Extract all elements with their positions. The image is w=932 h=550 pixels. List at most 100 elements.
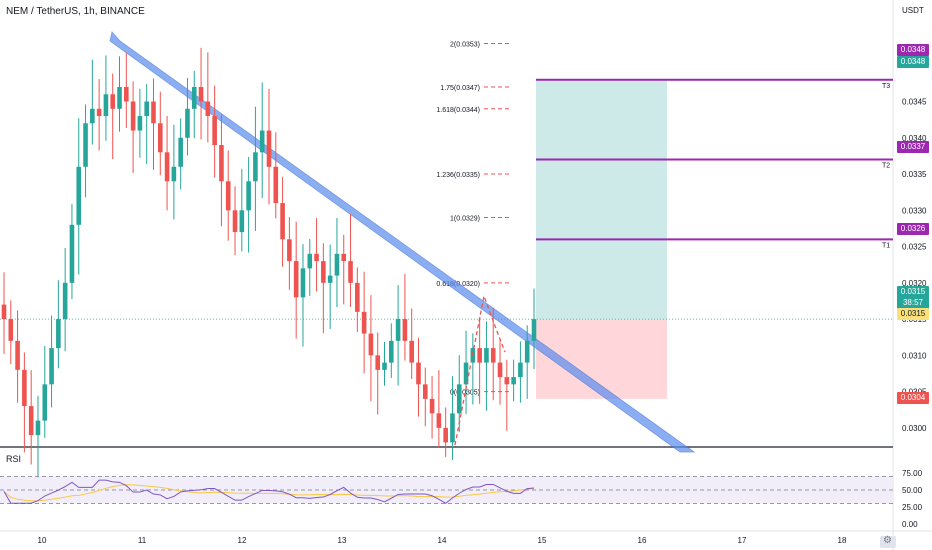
candle-body bbox=[484, 348, 489, 363]
candle-body bbox=[239, 210, 245, 233]
candle-body bbox=[62, 282, 68, 320]
fib-label: 2(0.0353) bbox=[450, 42, 480, 49]
candle-body bbox=[110, 94, 116, 109]
profit-zone bbox=[536, 79, 667, 320]
candle-body bbox=[42, 384, 48, 421]
candle-body bbox=[477, 348, 482, 363]
rsi-ma-line bbox=[3, 484, 535, 502]
candle-body bbox=[375, 355, 381, 370]
candle-body bbox=[144, 101, 149, 117]
candle-body bbox=[49, 348, 54, 385]
candle-body bbox=[355, 282, 360, 312]
candle-body bbox=[389, 340, 394, 363]
candle-body bbox=[416, 362, 421, 385]
candle-body bbox=[395, 319, 401, 341]
candle-body bbox=[307, 253, 313, 269]
fib-label: 1.75(0.0347) bbox=[440, 85, 480, 92]
candle-body bbox=[191, 87, 197, 109]
time-tick-label: 12 bbox=[238, 536, 247, 545]
rsi-tick-label: 25.00 bbox=[902, 503, 923, 512]
time-tick-label: 11 bbox=[138, 536, 147, 545]
candle-body bbox=[518, 362, 523, 378]
time-tick-label: 13 bbox=[338, 536, 347, 545]
candle-body bbox=[137, 116, 143, 131]
candle-body bbox=[117, 87, 122, 109]
tag-t3-price-alt: 0.0348 bbox=[897, 56, 929, 68]
candle-body bbox=[1, 304, 7, 320]
last-price-tag: 0.0315 bbox=[897, 286, 929, 298]
candle-body bbox=[164, 152, 170, 182]
candle-body bbox=[456, 384, 462, 414]
target-label-t3: T3 bbox=[882, 83, 890, 90]
price-tick-label: 0.0330 bbox=[902, 206, 927, 215]
bar-countdown: 38:57 bbox=[897, 297, 929, 309]
candle-body bbox=[225, 181, 231, 211]
candle-body bbox=[327, 275, 333, 283]
fib-label: 1.236(0.0335) bbox=[436, 172, 480, 179]
tag-t2-price: 0.0337 bbox=[897, 141, 929, 153]
candle-body bbox=[422, 384, 428, 399]
currency-unit: USDT bbox=[902, 6, 924, 15]
time-tick-label: 10 bbox=[38, 536, 47, 545]
price-tick-label: 0.0320 bbox=[902, 279, 927, 288]
candle-body bbox=[504, 377, 510, 385]
price-tick-label: 0.0325 bbox=[902, 243, 927, 252]
candle-body bbox=[443, 427, 448, 443]
candle-body bbox=[273, 166, 279, 204]
candle-body bbox=[151, 101, 156, 124]
candle-body bbox=[531, 319, 537, 341]
candle-body bbox=[361, 311, 367, 334]
candle-body bbox=[76, 166, 82, 225]
candle-body bbox=[15, 340, 20, 370]
candle-body bbox=[232, 210, 238, 233]
candle-body bbox=[56, 319, 61, 349]
price-tick-label: 0.0335 bbox=[902, 170, 927, 179]
time-tick-label: 14 bbox=[438, 536, 447, 545]
candle-body bbox=[382, 362, 387, 370]
candle-body bbox=[103, 94, 109, 117]
candle-body bbox=[266, 130, 272, 167]
candle-body bbox=[280, 203, 285, 240]
candle-body bbox=[334, 253, 340, 276]
candle-body bbox=[259, 130, 265, 153]
fib-label: 1.618(0.0344) bbox=[436, 107, 480, 114]
price-tick-label: 0.0345 bbox=[902, 98, 927, 107]
time-tick-label: 18 bbox=[838, 536, 847, 545]
rsi-tick-label: 50.00 bbox=[902, 486, 923, 495]
candle-body bbox=[178, 137, 183, 167]
settings-icon[interactable] bbox=[880, 535, 896, 548]
chart-title: NEM / TetherUS, 1h, BINANCE bbox=[6, 6, 145, 17]
candle-body bbox=[511, 377, 516, 385]
price-tick-label: 0.0310 bbox=[902, 351, 927, 360]
candle-body bbox=[287, 239, 292, 262]
rsi-tick-label: 75.00 bbox=[902, 469, 923, 478]
target-label-t2: T2 bbox=[882, 163, 890, 170]
stop-price-tag: 0.0304 bbox=[897, 392, 929, 404]
rsi-tick-label: 0.00 bbox=[902, 520, 918, 529]
tag-t1-price: 0.0326 bbox=[897, 223, 929, 235]
price-tick-label: 0.0340 bbox=[902, 134, 927, 143]
tag-t3-price: 0.0348 bbox=[897, 44, 929, 56]
descending-channel bbox=[109, 31, 696, 453]
candle-body bbox=[490, 348, 496, 363]
time-tick-label: 15 bbox=[538, 536, 547, 545]
candle-body bbox=[368, 333, 374, 356]
candle-body bbox=[124, 87, 129, 102]
candle-body bbox=[198, 87, 204, 102]
candle-body bbox=[185, 108, 190, 138]
candle-body bbox=[409, 340, 414, 363]
candle-body bbox=[497, 362, 503, 378]
rsi-line bbox=[3, 479, 535, 504]
candle-body bbox=[463, 362, 469, 385]
candle-body bbox=[205, 101, 211, 117]
fib-label: 1(0.0329) bbox=[450, 216, 480, 223]
candle-body bbox=[253, 152, 258, 182]
entry-price-tag: 0.0315 bbox=[897, 308, 929, 320]
candle-body bbox=[22, 369, 27, 407]
candle-body bbox=[348, 261, 353, 283]
candle-body bbox=[524, 340, 530, 363]
candle-body bbox=[450, 413, 455, 443]
candle-body bbox=[436, 413, 442, 428]
candle-body bbox=[293, 261, 299, 298]
